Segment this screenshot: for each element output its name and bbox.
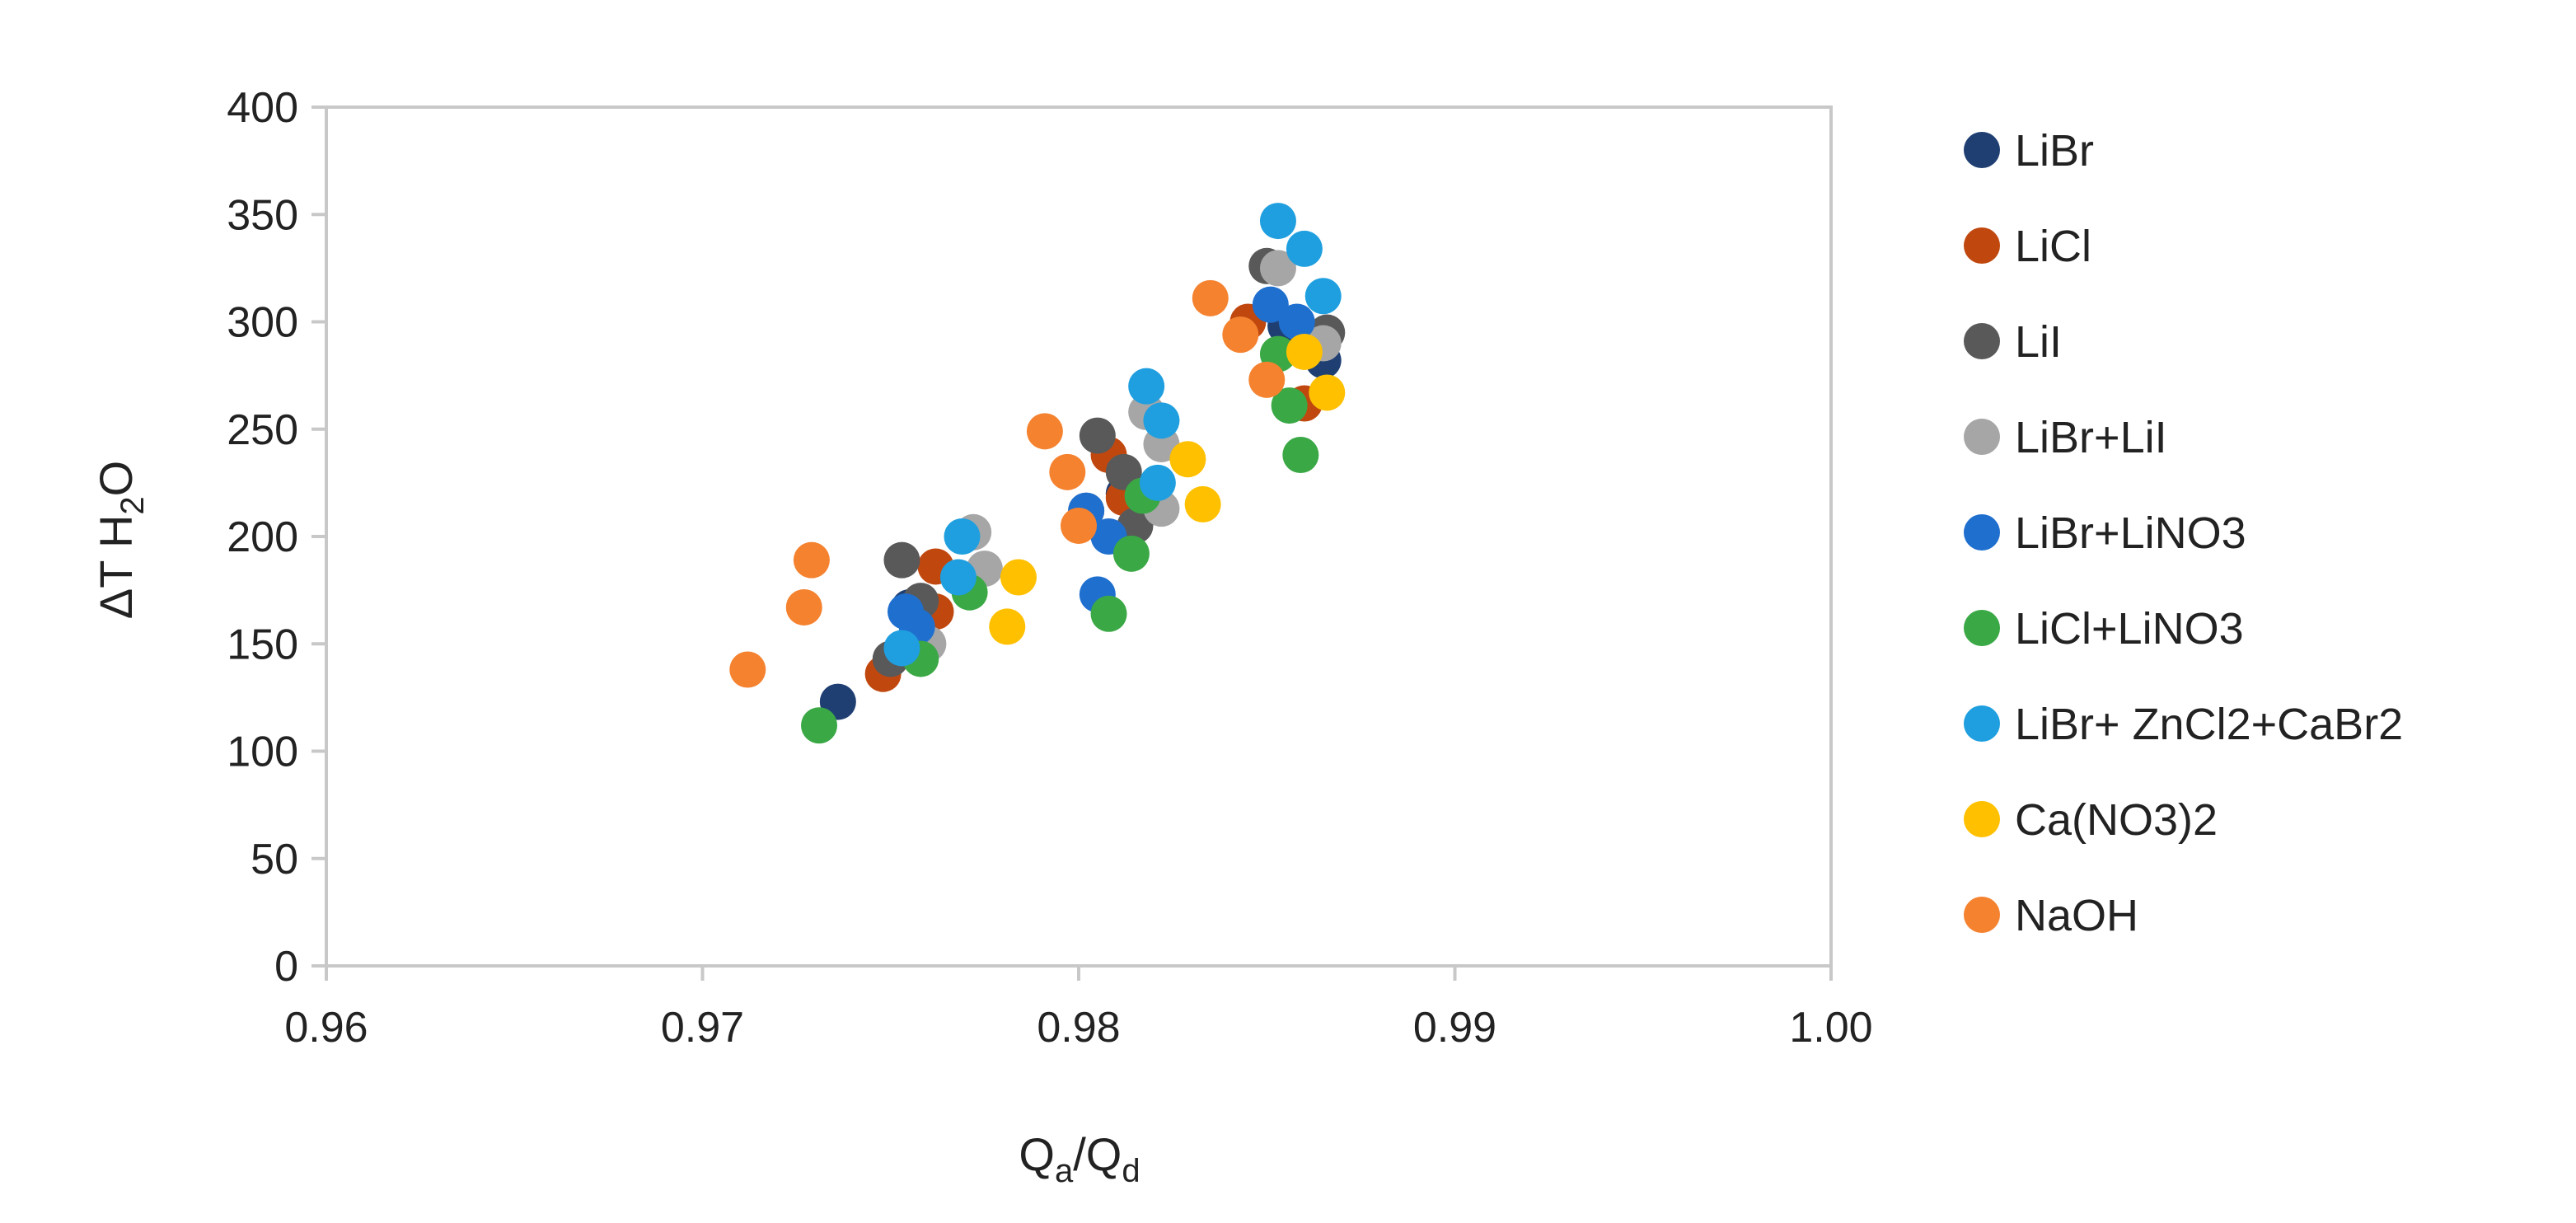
data-point-series-8: [1248, 361, 1286, 398]
x-axis-ticks: 0.96 0.97 0.98 0.99 1.00: [284, 966, 1873, 1052]
legend-marker: [1964, 610, 2000, 646]
data-point-series-8: [793, 541, 830, 579]
data-point-series-4: [1278, 303, 1315, 340]
y-tick-label: 0: [274, 943, 298, 991]
data-point-series-7: [1169, 441, 1206, 478]
data-point-series-5: [1112, 535, 1150, 572]
y-axis-title: ΔT H2O: [90, 461, 151, 619]
x-tick-label: 0.96: [284, 1004, 368, 1052]
data-point-series-6: [1286, 230, 1323, 267]
y-tick-label: 350: [227, 191, 298, 239]
data-point-series-6: [1128, 368, 1165, 405]
data-point-series-5: [1090, 595, 1127, 632]
data-point-series-6: [939, 559, 977, 596]
legend-label: LiBr+LiNO3: [2015, 508, 2246, 558]
y-tick-label: 100: [227, 729, 298, 776]
data-point-series-6: [1139, 464, 1176, 501]
data-point-series-6: [1259, 203, 1296, 240]
legend-marker: [1964, 323, 2000, 359]
legend-marker: [1964, 897, 2000, 933]
legend-label: LiBr+LiI: [2015, 413, 2167, 462]
legend-marker: [1964, 419, 2000, 455]
data-point-series-2: [883, 541, 920, 579]
legend-label: LiI: [2015, 317, 2062, 367]
legend-label: Ca(NO3)2: [2015, 795, 2218, 845]
y-tick-label: 250: [227, 406, 298, 454]
legend-label: LiBr: [2015, 126, 2094, 176]
x-tick-label: 0.98: [1037, 1004, 1120, 1052]
data-point-series-7: [989, 608, 1026, 645]
data-point-series-7: [1184, 485, 1221, 522]
data-point-series-8: [1192, 279, 1229, 316]
x-tick-label: 0.99: [1413, 1004, 1496, 1052]
data-point-series-8: [785, 588, 822, 626]
x-tick-label: 1.00: [1789, 1004, 1872, 1052]
legend: LiBr LiCl LiI LiBr+LiI LiBr+LiNO3 LiCl+LiNO3 L…: [1964, 126, 2403, 940]
data-point-series-8: [1061, 507, 1097, 544]
y-tick-label: 50: [251, 836, 298, 883]
legend-label: LiBr+ ZnCl2+CaBr2: [2015, 700, 2403, 749]
data-point-series-8: [729, 651, 766, 688]
y-tick-label: 300: [227, 299, 298, 347]
legend-marker: [1964, 514, 2000, 551]
data-point-series-7: [1000, 559, 1037, 596]
legend-marker: [1964, 227, 2000, 264]
data-point-series-5: [1282, 437, 1319, 474]
y-axis-ticks: 0 50 100 150 200 250 300 350 400: [227, 84, 326, 991]
data-point-series-8: [1026, 413, 1063, 450]
legend-label: LiCl+LiNO3: [2015, 604, 2244, 654]
data-point-series-5: [801, 707, 838, 744]
y-tick-label: 150: [227, 621, 298, 668]
data-point-series-7: [1309, 374, 1346, 411]
legend-marker: [1964, 132, 2000, 168]
data-point-series-8: [1222, 316, 1259, 354]
data-point-series-4: [1252, 286, 1289, 323]
legend-marker: [1964, 801, 2000, 837]
legend-marker: [1964, 705, 2000, 742]
legend-label: NaOH: [2015, 891, 2138, 940]
y-tick-label: 200: [227, 513, 298, 561]
data-point-series-5: [1271, 387, 1308, 424]
data-point-series-3: [1259, 250, 1296, 287]
data-point-series-6: [883, 630, 920, 667]
legend-label: LiCl: [2015, 222, 2091, 271]
y-tick-label: 400: [227, 84, 298, 132]
x-axis-title: Qa/Qd: [1019, 1128, 1140, 1189]
data-point-series-6: [1143, 402, 1180, 439]
data-point-series-6: [1304, 278, 1342, 315]
data-point-series-6: [944, 518, 981, 555]
data-point-series-2: [1079, 417, 1116, 454]
data-point-series-8: [1049, 453, 1086, 490]
x-tick-label: 0.97: [661, 1004, 744, 1052]
data-point-series-7: [1286, 333, 1323, 370]
data-points: [729, 203, 1346, 744]
